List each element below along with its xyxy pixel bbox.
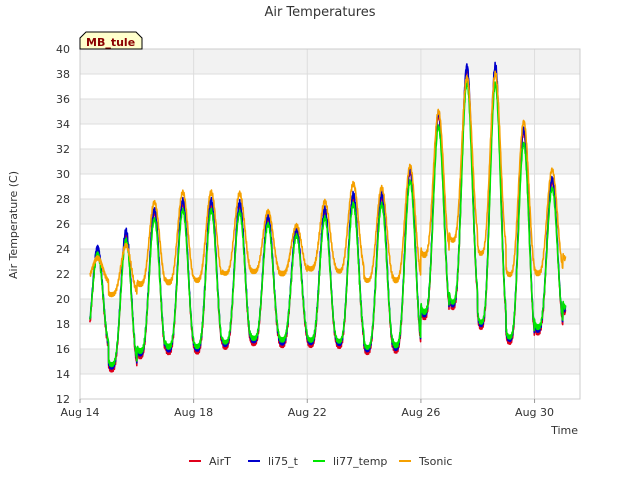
- series-line-tsonic: [89, 70, 567, 298]
- legend-label: li77_temp: [333, 455, 387, 468]
- y-tick-label: 38: [56, 68, 70, 81]
- series-lines: [89, 61, 567, 373]
- x-axis-label: Time: [550, 424, 578, 437]
- plot-band: [80, 49, 580, 74]
- y-tick-label: 16: [56, 343, 70, 356]
- x-tick-label: Aug 18: [174, 406, 213, 419]
- site-badge: MB_tule: [79, 31, 143, 50]
- legend-label: li75_t: [268, 455, 299, 468]
- plot-bands: [80, 49, 580, 374]
- y-axis-label: Air Temperature (C): [7, 171, 20, 279]
- series-line-li77-temp: [89, 80, 567, 368]
- legend-label: AirT: [209, 455, 231, 468]
- x-tick-label: Aug 22: [288, 406, 327, 419]
- plot-band: [80, 199, 580, 224]
- x-tick-label: Aug 26: [401, 406, 440, 419]
- plot-band: [80, 349, 580, 374]
- y-tick-label: 22: [56, 268, 70, 281]
- y-tick-label: 18: [56, 318, 70, 331]
- legend: AirT li75_t li77_temp Tsonic: [189, 455, 452, 468]
- y-tick-label: 14: [56, 368, 70, 381]
- plot-frame: [79, 48, 581, 400]
- x-tick-label: Aug 30: [515, 406, 554, 419]
- x-axis-ticks: Aug 14 Aug 18 Aug 22 Aug 26 Aug 30: [61, 399, 554, 419]
- y-tick-label: 32: [56, 143, 70, 156]
- site-badge-box: [79, 31, 143, 50]
- y-tick-label: 20: [56, 293, 70, 306]
- y-tick-label: 28: [56, 193, 70, 206]
- chart-title: Air Temperatures: [264, 5, 375, 20]
- y-tick-label: 36: [56, 93, 70, 106]
- y-tick-label: 26: [56, 218, 70, 231]
- y-tick-label: 30: [56, 168, 70, 181]
- y-tick-label: 12: [56, 393, 70, 406]
- plot-band: [80, 99, 580, 124]
- legend-label: Tsonic: [418, 455, 452, 468]
- y-tick-label: 24: [56, 243, 70, 256]
- site-badge-label: MB_tule: [86, 36, 135, 49]
- y-tick-label: 40: [56, 43, 70, 56]
- y-tick-label: 34: [56, 118, 70, 131]
- y-axis-ticks: 12 14 16 18 20 22 24 26 28 30 32 34 36 38 40: [56, 43, 70, 406]
- plot-band: [80, 149, 580, 174]
- x-tick-label: Aug 14: [61, 406, 100, 419]
